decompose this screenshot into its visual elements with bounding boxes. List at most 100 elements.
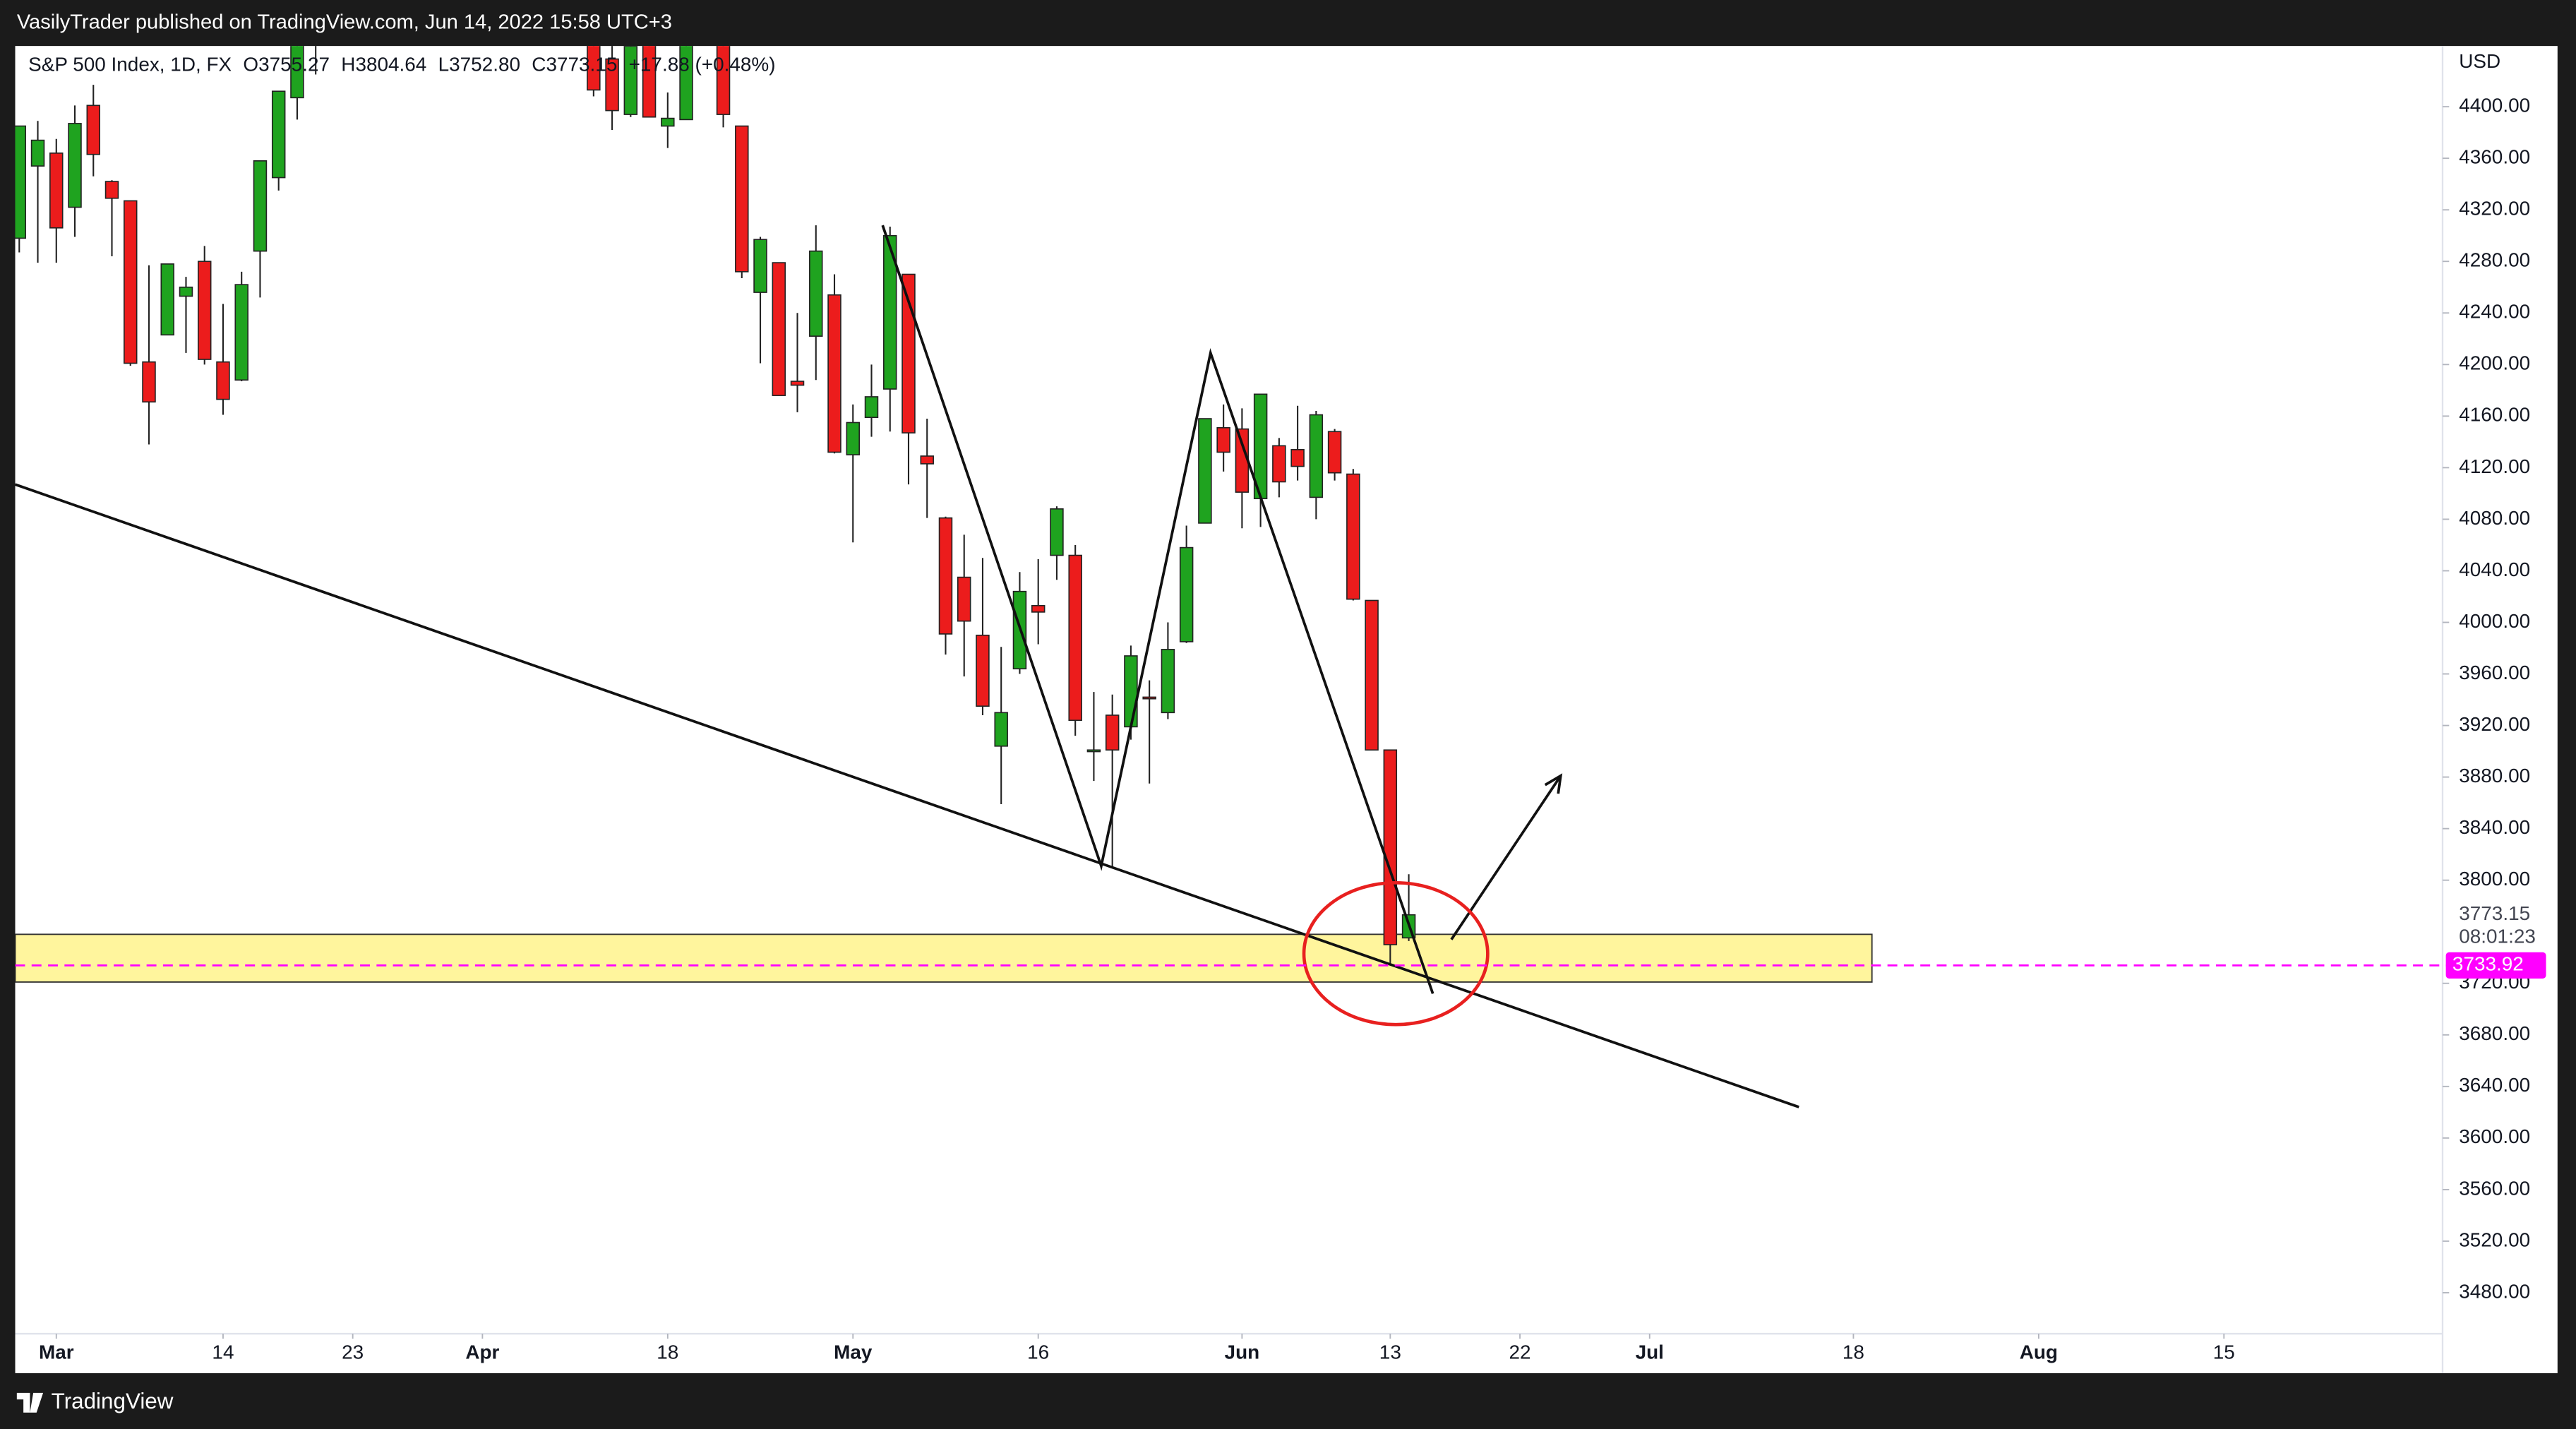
candle-body: [883, 234, 897, 390]
arrow-head: [1544, 773, 1563, 794]
candle-body: [197, 261, 212, 360]
highlight-circle: [1302, 881, 1490, 1027]
y-tick-label: 4360.00: [2459, 146, 2530, 168]
y-tick-label: 3520.00: [2459, 1228, 2530, 1250]
legend-change: +17.88 (+0.48%): [629, 53, 776, 75]
legend-low: L3752.80: [438, 53, 520, 75]
candle-body: [290, 46, 304, 99]
support-zone: [15, 933, 1873, 983]
y-tick-label: 4000.00: [2459, 610, 2530, 632]
candle-body: [1216, 426, 1230, 453]
y-tick-label: 4200.00: [2459, 352, 2530, 374]
overlay: S&P 500 Index, 1D, FX O3755.27 H3804.64 L37…: [15, 50, 2546, 1363]
candle-body: [587, 46, 601, 91]
candle-body: [938, 517, 953, 635]
trendline: [15, 483, 1799, 1108]
candle-body: [1327, 431, 1342, 474]
candle-body: [1272, 445, 1286, 483]
legend-close: C3773.15: [532, 53, 617, 75]
y-tick-label: 3840.00: [2459, 816, 2530, 838]
x-tick-label: 18: [1843, 1341, 1864, 1363]
candle-body: [253, 160, 268, 252]
x-tick-label: Mar: [39, 1341, 74, 1363]
plot-area: [15, 46, 1873, 1108]
x-tick-label: 15: [2213, 1341, 2235, 1363]
candle-body: [809, 250, 823, 337]
hline-label-bg: [2445, 952, 2546, 979]
y-tick-label: 4240.00: [2459, 301, 2530, 323]
candle-body: [1142, 696, 1156, 700]
candle-body: [15, 125, 27, 239]
y-tick-label: 3800.00: [2459, 868, 2530, 890]
x-tick-label: 22: [1509, 1341, 1531, 1363]
candle-body: [661, 117, 675, 127]
x-tick-label: Apr: [465, 1341, 499, 1363]
candle-body: [623, 46, 638, 115]
zigzag-line: [881, 225, 1434, 994]
candle-body: [104, 181, 119, 199]
candle-body: [957, 576, 971, 622]
candle-body: [1105, 714, 1120, 751]
y-tick-label: 4320.00: [2459, 198, 2530, 220]
chart-pane: [15, 46, 2558, 1373]
candle-body: [1198, 418, 1212, 524]
candle-body: [994, 712, 1008, 747]
countdown-label: 08:01:23: [2459, 926, 2536, 947]
candle-body: [1290, 449, 1305, 467]
candle-body: [86, 104, 100, 155]
x-tick-label: May: [834, 1341, 873, 1363]
x-tick-label: 18: [657, 1341, 678, 1363]
candle-body: [30, 139, 45, 167]
candle-body: [1179, 546, 1194, 642]
candle-body: [716, 46, 731, 115]
candle-body: [605, 58, 619, 112]
x-tick-label: 23: [342, 1341, 364, 1363]
candle-body: [920, 455, 934, 465]
x-tick-label: Jun: [1225, 1341, 1260, 1363]
candle-body: [679, 46, 693, 121]
candle-body: [642, 46, 657, 118]
candle-body: [124, 200, 138, 364]
candle-body: [1124, 655, 1138, 728]
y-tick-label: 4160.00: [2459, 404, 2530, 426]
y-tick-label: 4280.00: [2459, 249, 2530, 271]
candle-body: [1050, 508, 1064, 556]
candle-body: [1365, 599, 1379, 751]
y-tick-label: 3680.00: [2459, 1022, 2530, 1044]
legend-high: H3804.64: [341, 53, 426, 75]
candle-body: [142, 361, 156, 403]
candle-body: [1383, 749, 1398, 945]
candle-body: [1068, 554, 1082, 722]
legend-symbol: S&P 500 Index, 1D, FX: [28, 53, 232, 75]
x-tick-label: Jul: [1636, 1341, 1664, 1363]
footer-brand: TradingView: [52, 1389, 174, 1413]
x-tick-label: Aug: [2020, 1341, 2058, 1363]
candle-body: [1031, 604, 1046, 613]
candle-body: [864, 396, 879, 418]
y-tick-label: 3600.00: [2459, 1125, 2530, 1147]
currency-label: USD: [2459, 50, 2500, 72]
candle-body: [234, 284, 248, 381]
candle-body: [68, 123, 82, 208]
y-tick-label: 3480.00: [2459, 1280, 2530, 1302]
candle-body: [846, 421, 860, 455]
last-price-label: 3773.15: [2459, 902, 2530, 924]
y-tick-label: 4400.00: [2459, 95, 2530, 116]
hline-label: 3733.92: [2452, 953, 2524, 975]
x-tick-label: 14: [212, 1341, 234, 1363]
x-tick-label: 13: [1379, 1341, 1401, 1363]
candle-body: [1086, 749, 1101, 753]
y-tick-label: 3640.00: [2459, 1074, 2530, 1096]
candle-body: [827, 294, 841, 453]
candle-body: [976, 634, 990, 707]
candle-body: [753, 239, 767, 293]
candle-body: [1161, 649, 1175, 714]
candle-body: [735, 125, 749, 273]
x-tick-label: 16: [1027, 1341, 1049, 1363]
candle-body: [216, 361, 230, 400]
y-tick-label: 4080.00: [2459, 507, 2530, 529]
candle-body: [160, 263, 174, 336]
y-tick-label: 3880.00: [2459, 765, 2530, 787]
